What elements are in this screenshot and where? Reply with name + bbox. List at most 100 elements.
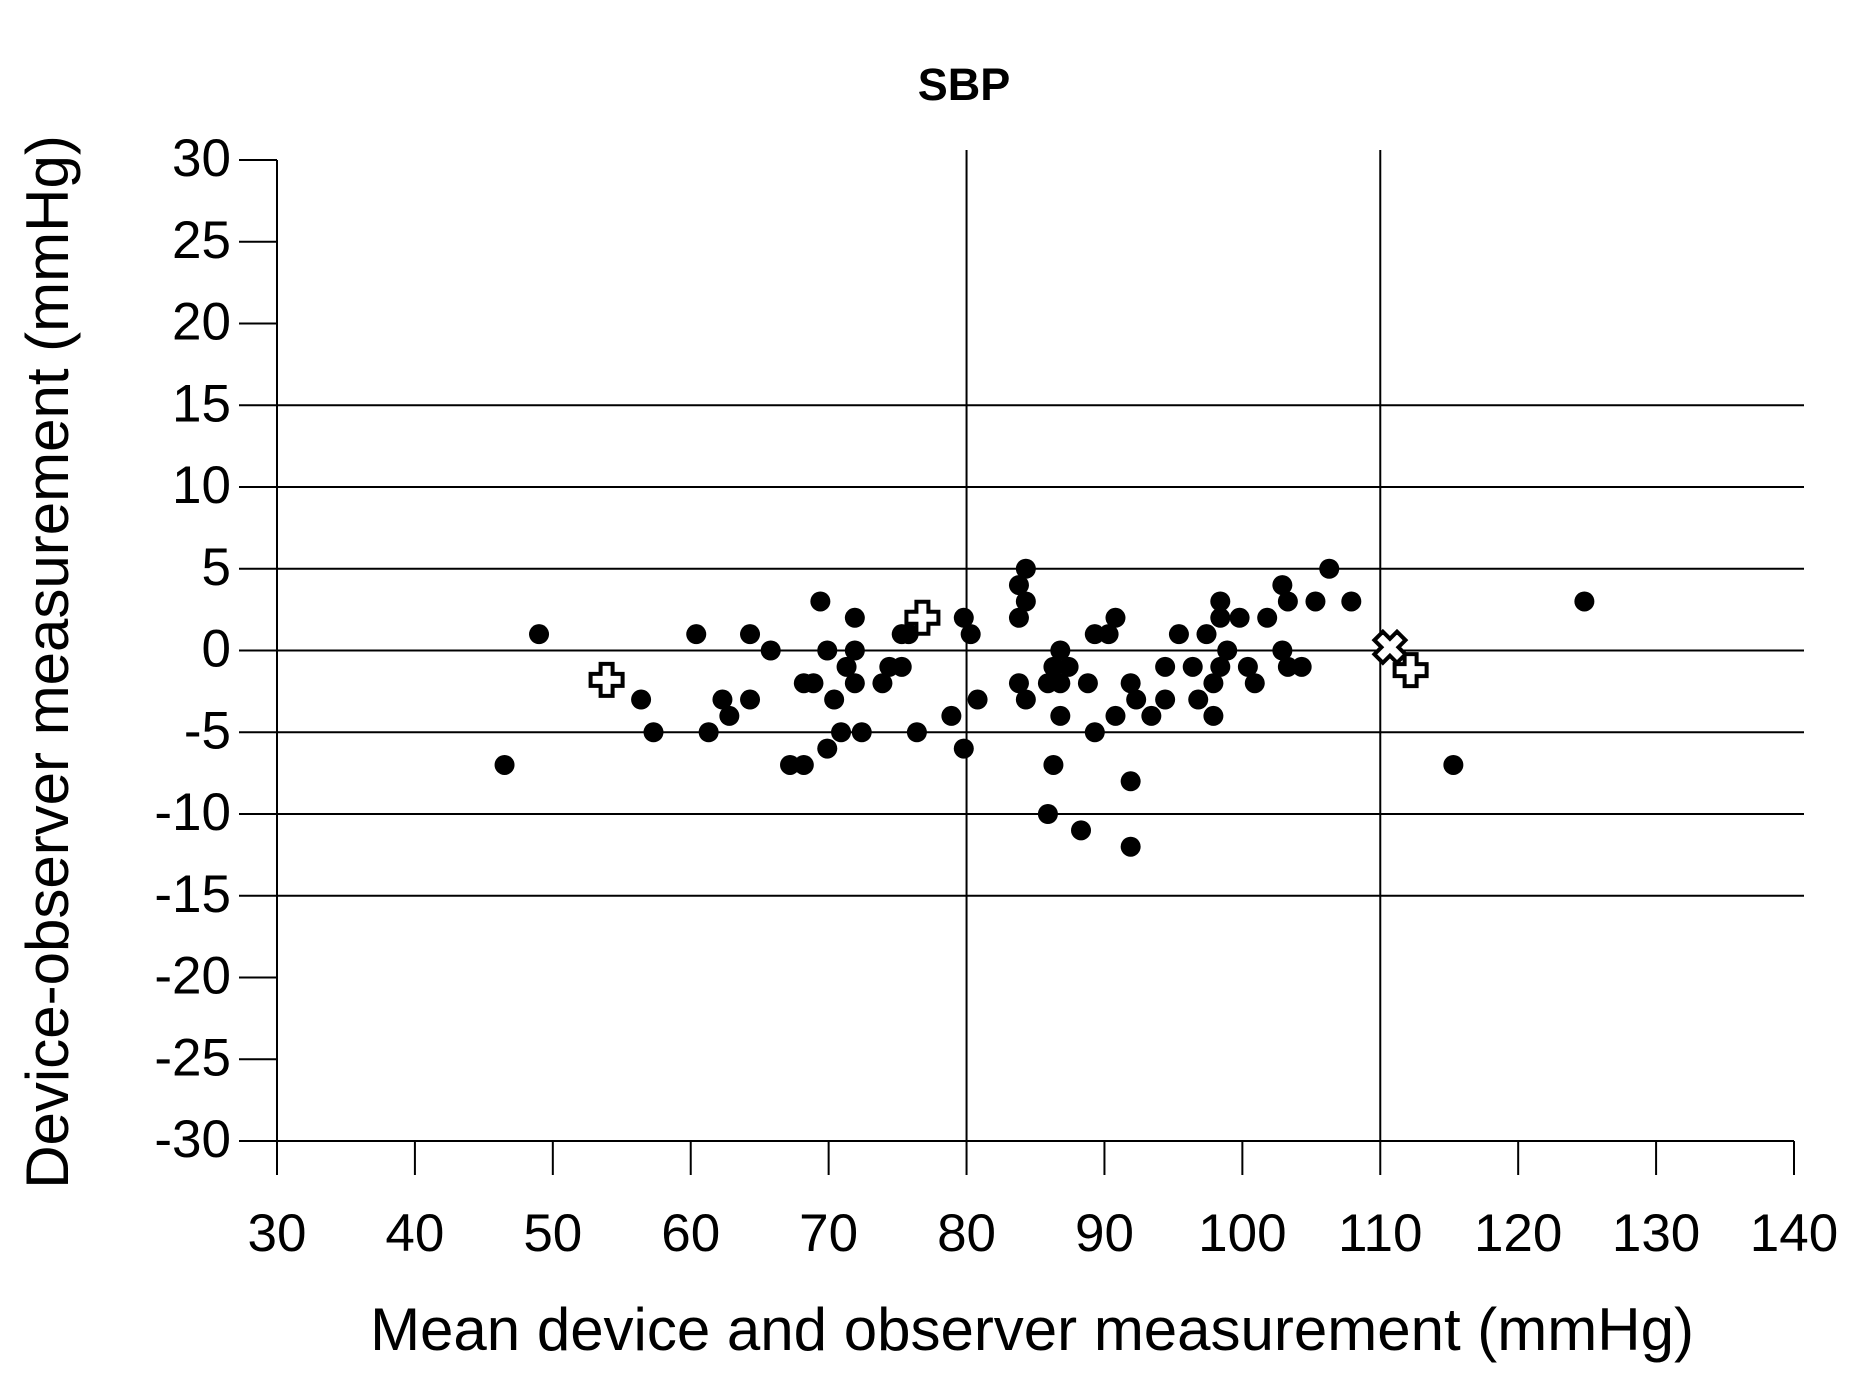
data-point xyxy=(1126,689,1147,710)
data-point xyxy=(1371,628,1409,666)
data-point xyxy=(1443,754,1464,775)
data-point xyxy=(831,722,852,743)
data-point xyxy=(803,673,824,694)
data-point xyxy=(1277,591,1298,612)
data-point xyxy=(1210,607,1231,628)
y-tick-label: 0 xyxy=(202,620,231,679)
y-tick-label: -25 xyxy=(154,1028,231,1087)
x-tick-label: 110 xyxy=(1338,1204,1423,1263)
data-point xyxy=(1058,656,1079,677)
data-point xyxy=(1008,607,1029,628)
data-point xyxy=(906,722,927,743)
data-point xyxy=(1341,591,1362,612)
data-point xyxy=(851,722,872,743)
data-point xyxy=(953,738,974,759)
x-tick-label: 130 xyxy=(1612,1204,1700,1263)
x-tick-label: 100 xyxy=(1198,1204,1286,1263)
data-point xyxy=(1272,640,1293,661)
data-point xyxy=(1291,656,1312,677)
data-point xyxy=(1244,673,1265,694)
x-tick-label: 80 xyxy=(937,1204,996,1263)
data-point xyxy=(1217,640,1238,661)
data-point xyxy=(1155,689,1176,710)
data-point xyxy=(1008,673,1029,694)
data-point xyxy=(1210,656,1231,677)
data-point xyxy=(1120,673,1141,694)
y-axis-title: Device-observer measurement (mmHg) xyxy=(14,135,81,1189)
data-point xyxy=(1203,705,1224,726)
data-point xyxy=(686,624,707,645)
y-tick-label: -30 xyxy=(154,1110,231,1169)
data-point xyxy=(1105,607,1126,628)
data-point xyxy=(1037,804,1058,824)
data-point xyxy=(1141,705,1162,726)
data-point xyxy=(793,754,814,775)
data-point xyxy=(1168,624,1189,645)
data-point xyxy=(1050,705,1071,726)
data-point xyxy=(898,624,919,645)
data-point xyxy=(1210,591,1231,612)
data-point xyxy=(941,705,962,726)
y-tick-label: 20 xyxy=(172,293,231,352)
y-tick-label: -15 xyxy=(154,865,231,924)
data-point xyxy=(529,624,550,645)
x-tick-label: 140 xyxy=(1750,1204,1838,1263)
data-point xyxy=(1196,624,1217,645)
data-point xyxy=(1319,558,1340,579)
x-tick-label: 40 xyxy=(385,1204,444,1263)
data-point xyxy=(588,661,625,698)
x-tick-label: 120 xyxy=(1474,1204,1562,1263)
data-point xyxy=(494,754,515,775)
data-point xyxy=(1043,754,1064,775)
data-point xyxy=(1574,591,1595,612)
data-point xyxy=(1008,575,1029,596)
data-point xyxy=(836,656,857,677)
data-point xyxy=(1237,656,1258,677)
y-tick-label: 10 xyxy=(172,456,231,515)
y-tick-label: -5 xyxy=(184,701,231,760)
data-point xyxy=(1257,607,1278,628)
data-point xyxy=(891,656,912,677)
data-point xyxy=(712,689,733,710)
data-point xyxy=(1084,722,1105,743)
y-tick-label: -20 xyxy=(154,947,231,1006)
data-point xyxy=(953,607,974,628)
data-point xyxy=(824,689,845,710)
data-point xyxy=(719,705,740,726)
data-point xyxy=(1084,624,1105,645)
data-point xyxy=(1050,673,1071,694)
data-point xyxy=(643,722,664,743)
x-tick-label: 60 xyxy=(661,1204,720,1263)
x-tick-label: 30 xyxy=(248,1204,307,1263)
y-tick-label: 30 xyxy=(172,129,231,188)
data-point xyxy=(844,607,865,628)
y-tick-label: 25 xyxy=(172,211,231,270)
data-point xyxy=(1155,656,1176,677)
data-point xyxy=(904,599,941,636)
x-tick-label: 90 xyxy=(1075,1204,1134,1263)
data-point xyxy=(1229,607,1250,628)
data-point xyxy=(1077,673,1098,694)
data-point xyxy=(960,624,981,645)
data-point xyxy=(967,689,988,710)
data-point xyxy=(740,689,761,710)
data-point xyxy=(760,640,781,661)
chart-title: SBP xyxy=(918,59,1011,110)
data-point xyxy=(1105,705,1126,726)
data-point xyxy=(631,689,652,710)
data-point xyxy=(1050,640,1071,661)
data-point xyxy=(1182,656,1203,677)
data-point xyxy=(1305,591,1326,612)
data-point xyxy=(1043,656,1064,677)
data-point xyxy=(1015,558,1036,579)
data-point xyxy=(810,591,831,612)
x-tick-label: 70 xyxy=(799,1204,858,1263)
data-point xyxy=(780,754,801,775)
data-point xyxy=(1188,689,1209,710)
data-point xyxy=(1120,771,1141,792)
data-point xyxy=(1277,656,1298,677)
data-point xyxy=(817,738,838,759)
data-point xyxy=(1392,652,1429,689)
